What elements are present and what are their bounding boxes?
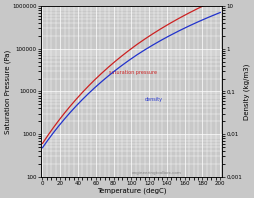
Y-axis label: Saturation Pressure (Pa): Saturation Pressure (Pa) [4, 49, 11, 134]
Text: engineeringtoolbox.com: engineeringtoolbox.com [131, 171, 181, 175]
Text: saturation pressure: saturation pressure [109, 70, 157, 75]
Text: density: density [145, 97, 163, 102]
X-axis label: Temperature (degC): Temperature (degC) [97, 187, 166, 194]
Y-axis label: Density (kg/m3): Density (kg/m3) [243, 63, 250, 120]
